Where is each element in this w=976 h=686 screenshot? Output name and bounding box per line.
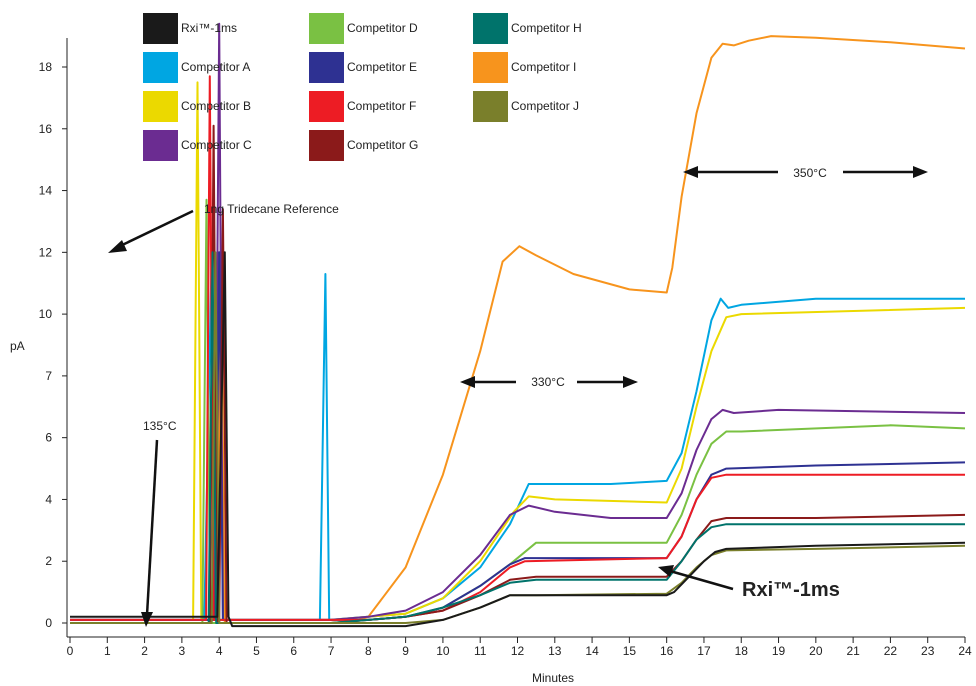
reference-arrow-head bbox=[108, 240, 127, 253]
x-tick-label: 24 bbox=[958, 644, 972, 658]
legend-swatch bbox=[309, 52, 344, 83]
x-tick-label: 6 bbox=[290, 644, 297, 658]
y-tick-label: 14 bbox=[39, 184, 53, 198]
legend-label: Competitor J bbox=[511, 99, 579, 113]
temp-low-arrow-line bbox=[145, 439, 159, 616]
legend-swatch bbox=[309, 13, 344, 44]
legend-swatch bbox=[143, 13, 178, 44]
x-tick-label: 21 bbox=[846, 644, 860, 658]
y-tick-label: 10 bbox=[39, 307, 53, 321]
legend-label: Competitor D bbox=[347, 21, 418, 35]
x-tick-label: 23 bbox=[921, 644, 935, 658]
y-axis-title: pA bbox=[10, 339, 25, 353]
highlight-annotation: Rxi™-1ms bbox=[742, 579, 840, 601]
x-tick-label: 19 bbox=[772, 644, 786, 658]
highlight-arrow-line bbox=[669, 569, 734, 591]
x-tick-label: 3 bbox=[179, 644, 186, 658]
reference-arrow-line bbox=[117, 209, 194, 249]
legend-label: Competitor A bbox=[181, 60, 250, 74]
temp-mid-arrowhead-right bbox=[623, 376, 638, 388]
temp-low-arrow-head bbox=[141, 612, 153, 627]
reference-annotation: 1ng Tridecane Reference bbox=[204, 202, 339, 216]
x-tick-label: 22 bbox=[884, 644, 898, 658]
y-tick-label: 2 bbox=[45, 554, 52, 568]
legend-swatch bbox=[473, 91, 508, 122]
x-tick-label: 8 bbox=[365, 644, 372, 658]
x-tick-label: 15 bbox=[623, 644, 637, 658]
x-tick-label: 7 bbox=[328, 644, 335, 658]
legend-swatch bbox=[143, 52, 178, 83]
x-tick-label: 11 bbox=[474, 644, 487, 658]
x-tick-label: 0 bbox=[67, 644, 74, 658]
series-line bbox=[70, 251, 966, 621]
y-tick-label: 0 bbox=[45, 616, 52, 630]
legend-swatch bbox=[309, 91, 344, 122]
legend-label: Competitor G bbox=[347, 138, 418, 152]
x-tick-label: 20 bbox=[809, 644, 823, 658]
series-line bbox=[70, 251, 966, 628]
legend-label: Competitor E bbox=[347, 60, 417, 74]
legend-label: Rxi™-1ms bbox=[181, 21, 237, 35]
legend: Rxi™-1ms Competitor A Competitor B Competit… bbox=[143, 13, 582, 161]
x-tick-label: 18 bbox=[735, 644, 749, 658]
temp-high-arrowhead-left bbox=[683, 166, 698, 178]
legend-swatch bbox=[143, 130, 178, 161]
x-tick-label: 2 bbox=[141, 644, 148, 658]
legend-label: Competitor B bbox=[181, 99, 251, 113]
x-tick-label: 17 bbox=[697, 644, 711, 658]
legend-label: Competitor I bbox=[511, 60, 576, 74]
highlight-arrow-head bbox=[658, 565, 674, 577]
x-tick-label: 12 bbox=[511, 644, 525, 658]
x-tick-label: 4 bbox=[216, 644, 223, 658]
series-layer bbox=[70, 22, 966, 628]
temp-low-annotation: 135°C bbox=[143, 419, 177, 433]
x-tick-label: 1 bbox=[104, 644, 111, 658]
annotations: 1ng Tridecane Reference 135°C 330°C 350°… bbox=[108, 166, 928, 627]
y-tick-label: 12 bbox=[39, 245, 53, 259]
x-ticks: 0 1 2 3 4 5 6 7 8 9 10 11 12 13 14 15 16 17 18 19 20 21 22 23 24 bbox=[67, 637, 972, 658]
y-tick-label: 18 bbox=[39, 60, 53, 74]
legend-label: Competitor F bbox=[347, 99, 416, 113]
x-tick-label: 16 bbox=[660, 644, 674, 658]
temp-mid-arrowhead-left bbox=[460, 376, 475, 388]
temp-high-arrowhead-right bbox=[913, 166, 928, 178]
x-axis-title: Minutes bbox=[532, 671, 574, 685]
y-tick-label: 4 bbox=[45, 492, 52, 506]
x-tick-label: 14 bbox=[585, 644, 599, 658]
legend-label: Competitor C bbox=[181, 138, 252, 152]
x-tick-label: 10 bbox=[436, 644, 450, 658]
series-line bbox=[70, 251, 965, 624]
x-tick-label: 13 bbox=[548, 644, 562, 658]
y-tick-label: 7 bbox=[45, 369, 52, 383]
y-ticks: 0 2 4 6 7 10 12 14 16 18 bbox=[39, 60, 67, 630]
x-tick-label: 5 bbox=[253, 644, 260, 658]
legend-swatch bbox=[143, 91, 178, 122]
y-tick-label: 16 bbox=[39, 122, 53, 136]
x-tick-label: 9 bbox=[402, 644, 409, 658]
legend-label: Competitor H bbox=[511, 21, 582, 35]
legend-swatch bbox=[309, 130, 344, 161]
legend-swatch bbox=[473, 13, 508, 44]
temp-mid-annotation: 330°C bbox=[531, 375, 565, 389]
temp-high-annotation: 350°C bbox=[793, 166, 827, 180]
y-tick-label: 6 bbox=[45, 431, 52, 445]
legend-swatch bbox=[473, 52, 508, 83]
